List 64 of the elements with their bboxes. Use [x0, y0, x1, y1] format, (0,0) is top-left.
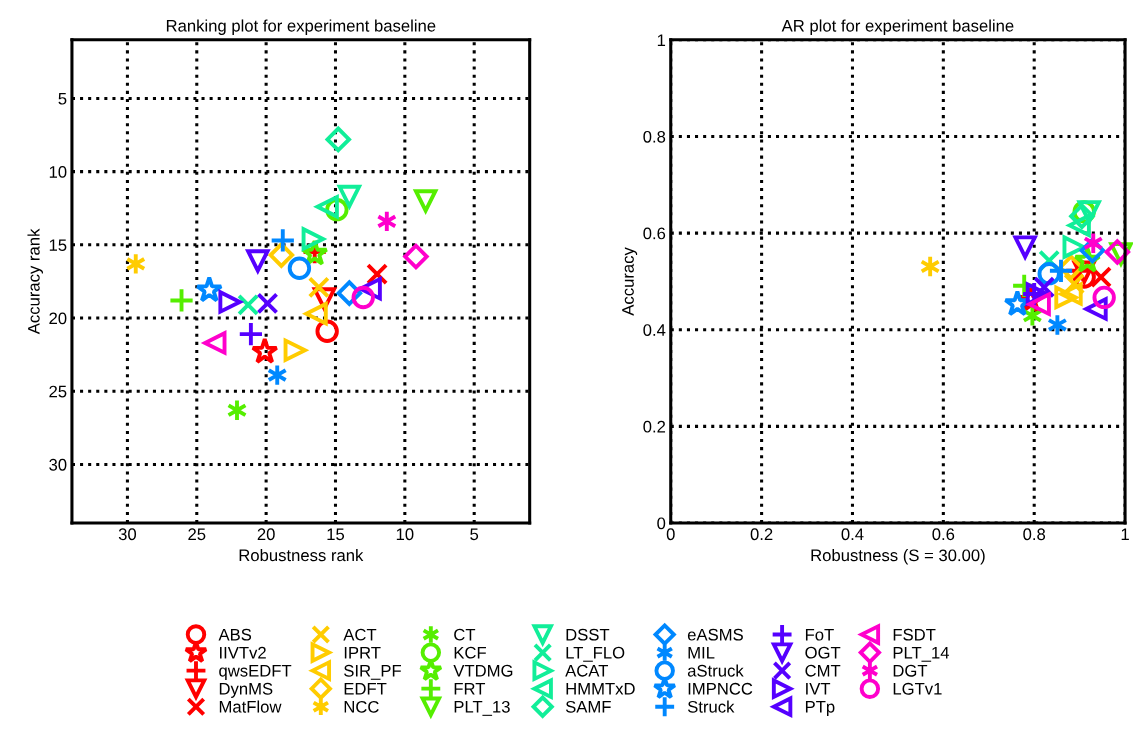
y-tick-label: 15: [49, 239, 67, 252]
legend-label: LGTv1: [893, 682, 942, 695]
x-axis-title: Robustness (S = 30.00): [811, 548, 985, 565]
x-tick-label: 0.8: [1023, 528, 1046, 541]
y-tick-label: 0: [657, 517, 666, 530]
legend-label: PTp: [805, 701, 835, 716]
chart-title: Ranking plot for experiment baseline: [166, 19, 436, 35]
legend-label: DSST: [566, 628, 610, 641]
y-tick-label: 0.6: [643, 227, 666, 240]
legend-label: FRT: [454, 683, 486, 695]
x-tick-label: 15: [327, 528, 345, 541]
legend-label: DGT: [893, 664, 928, 677]
legend-label: MatFlow: [219, 700, 282, 713]
y-tick-label: 1: [657, 34, 666, 46]
legend-label: KCF: [454, 646, 486, 659]
y-tick-label: 0.8: [643, 130, 666, 143]
y-tick-label: 0.2: [643, 420, 666, 433]
y-tick-label: 10: [49, 166, 67, 178]
x-tick-label: 0.6: [932, 528, 955, 541]
y-tick-label: 0.4: [643, 324, 666, 336]
x-tick-label: 10: [396, 528, 414, 541]
legend-label: OGT: [805, 646, 841, 659]
legend-label: Struck: [687, 700, 735, 713]
y-tick-label: 30: [49, 458, 67, 471]
chart-title: AR plot for experiment baseline: [781, 19, 1014, 35]
legend-label: MIL: [688, 646, 715, 659]
legend-label: NCC: [344, 700, 379, 713]
y-axis-title: Accuracy rank: [27, 228, 43, 335]
legend-label: CMT: [805, 664, 841, 677]
x-tick-label: 25: [188, 528, 206, 541]
legend-label: qwsEDFT: [219, 665, 292, 680]
x-tick-label: 20: [257, 528, 275, 541]
y-tick-label: 5: [58, 92, 67, 105]
legend-label: EDFT: [344, 683, 387, 695]
x-tick-label: 0.4: [841, 528, 864, 541]
legend-label: FSDT: [893, 628, 936, 641]
legend-label: HMMTxD: [566, 683, 635, 695]
y-tick-label: 20: [49, 312, 67, 325]
x-tick-label: 0.2: [750, 528, 773, 541]
legend-label: PLT_13: [454, 700, 510, 716]
legend-label: SIR_PF: [344, 664, 401, 680]
legend-label: VTDMG: [453, 664, 513, 677]
y-axis-title: Accuracy: [622, 247, 638, 316]
x-tick-label: 5: [470, 528, 479, 541]
legend-label: IIVTv2: [220, 646, 266, 659]
x-tick-label: 1: [1121, 528, 1129, 540]
legend-label: FoT: [805, 628, 834, 641]
legend-label: DynMS: [219, 682, 273, 698]
x-tick-label: 30: [118, 528, 137, 541]
y-tick-label: 25: [49, 385, 67, 398]
legend-label: ABS: [218, 628, 252, 641]
x-tick-label: 0: [666, 528, 675, 541]
legend-label: ACAT: [565, 664, 609, 677]
legend-label: IVT: [806, 683, 831, 695]
legend-label: PLT_14: [893, 646, 950, 662]
legend-label: SAMF: [565, 700, 611, 713]
legend-label: ACT: [343, 628, 377, 641]
legend-label: CT: [454, 628, 476, 641]
legend-label: aStruck: [687, 664, 744, 677]
x-axis-title: Robustness rank: [239, 548, 364, 562]
legend-label: LT_FLO: [566, 646, 625, 662]
legend-label: eASMS: [687, 628, 743, 641]
legend-label: IPRT: [344, 646, 381, 659]
legend-label: IMPNCC: [688, 682, 753, 695]
